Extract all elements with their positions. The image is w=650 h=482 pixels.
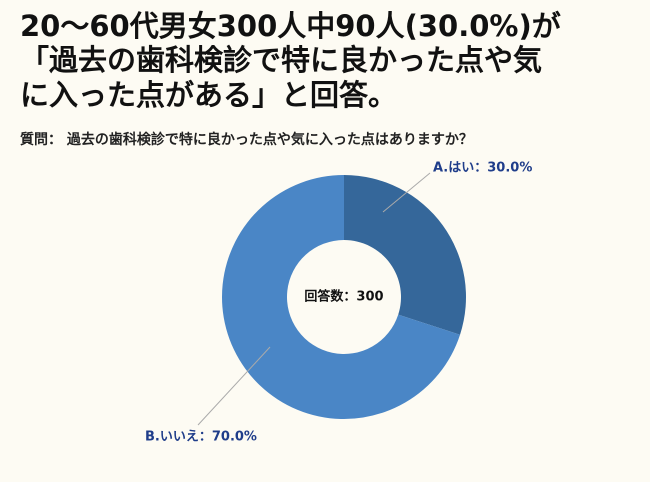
subtitle: 質問： 過去の歯科検診で特に良かった点や気に入った点はありますか？	[20, 131, 473, 148]
chart-title: に入った点がある」と回答。	[20, 78, 397, 112]
donut-slice	[222, 175, 461, 420]
leader-line	[197, 346, 271, 426]
data-label: A.はい：30.0%	[433, 161, 532, 176]
chart-title: 20～60代男女300人中90人(30.0%)が	[20, 9, 561, 43]
donut-slice	[344, 175, 466, 335]
center-label: 回答数：300	[304, 289, 383, 305]
data-label: B.いいえ：70.0%	[145, 430, 257, 445]
leader-line	[382, 172, 431, 213]
chart-title: 「過去の歯科検診で特に良かった点や気	[20, 43, 542, 77]
